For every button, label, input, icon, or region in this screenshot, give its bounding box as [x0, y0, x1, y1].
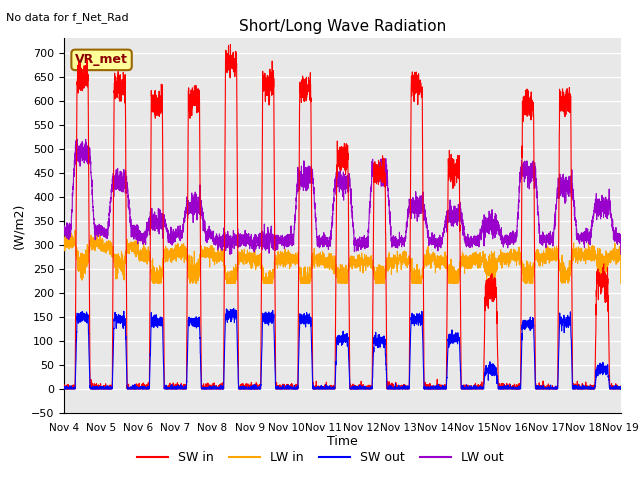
- Y-axis label: (W/m2): (W/m2): [12, 203, 26, 249]
- X-axis label: Time: Time: [327, 435, 358, 448]
- Legend: SW in, LW in, SW out, LW out: SW in, LW in, SW out, LW out: [132, 446, 508, 469]
- Text: VR_met: VR_met: [75, 53, 128, 66]
- Text: No data for f_Net_Rad: No data for f_Net_Rad: [6, 12, 129, 23]
- Title: Short/Long Wave Radiation: Short/Long Wave Radiation: [239, 20, 446, 35]
